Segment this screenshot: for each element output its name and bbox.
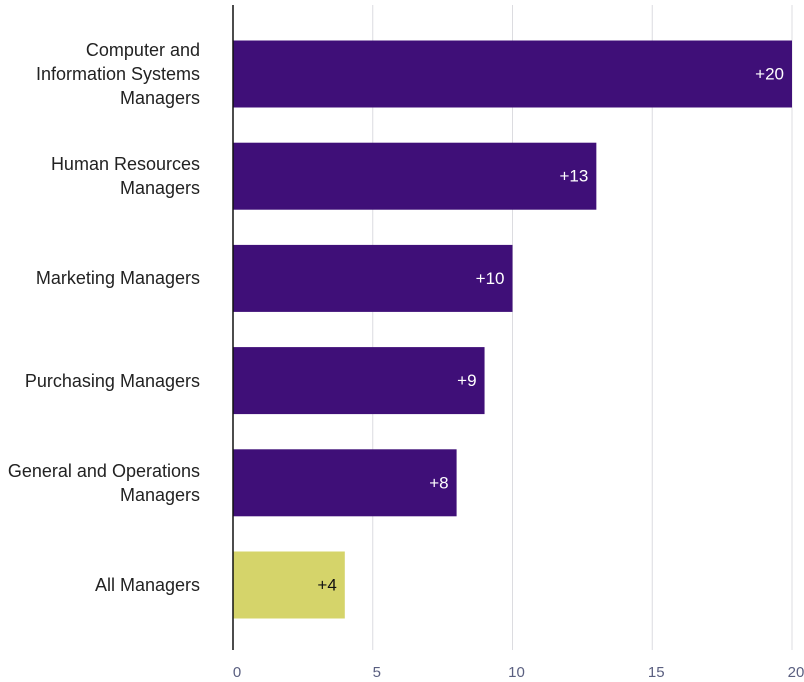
category-label: All Managers bbox=[94, 575, 200, 595]
bar bbox=[233, 244, 513, 312]
value-label: +13 bbox=[560, 167, 589, 186]
x-tick-label: 15 bbox=[648, 664, 665, 681]
value-label: +10 bbox=[476, 269, 505, 288]
bar bbox=[233, 142, 597, 210]
category-label: Human Resources Managers bbox=[50, 154, 200, 199]
bar bbox=[233, 40, 792, 108]
x-tick-label: 5 bbox=[373, 664, 381, 681]
value-label: +20 bbox=[755, 64, 784, 83]
category-label: General and Operations Managers bbox=[7, 460, 200, 505]
value-label: +8 bbox=[429, 473, 448, 492]
value-label: +9 bbox=[457, 371, 476, 390]
category-label: Computer and Information Systems Manager… bbox=[35, 40, 200, 108]
bar bbox=[233, 347, 485, 415]
bar bbox=[233, 551, 345, 619]
x-tick-label: 10 bbox=[508, 664, 525, 681]
value-label: +4 bbox=[317, 575, 336, 594]
x-tick-label: 20 bbox=[788, 664, 804, 681]
category-label: Purchasing Managers bbox=[24, 370, 200, 391]
x-tick-label: 0 bbox=[233, 664, 241, 681]
category-label: Marketing Managers bbox=[35, 268, 200, 289]
bar bbox=[233, 449, 457, 517]
